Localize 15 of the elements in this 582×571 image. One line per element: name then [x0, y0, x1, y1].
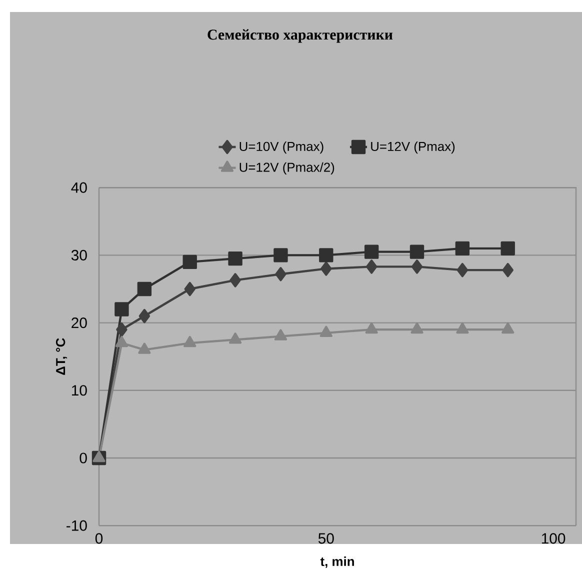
- y-tick-label: 0: [80, 452, 87, 464]
- y-tick-label: 10: [72, 384, 87, 396]
- legend-label: U=10V (Pmax): [240, 141, 324, 154]
- x-tick-label: 100: [542, 532, 566, 544]
- y-axis-title: ΔT, °C: [56, 338, 68, 375]
- y-tick-label: 40: [71, 182, 87, 193]
- y-tick-label: 30: [71, 250, 87, 260]
- legend-label: U=12V (Pmax): [371, 141, 455, 154]
- y-tick-label: 20: [72, 317, 87, 328]
- chart-title: Семейство характеристики: [208, 29, 393, 43]
- x-tick-label: 50: [318, 532, 334, 544]
- y-tick-label: -10: [66, 520, 87, 531]
- legend-label: U=12V (Pmax/2): [240, 162, 334, 174]
- x-tick-label: 0: [95, 532, 103, 544]
- x-axis-title: t, min: [320, 556, 354, 568]
